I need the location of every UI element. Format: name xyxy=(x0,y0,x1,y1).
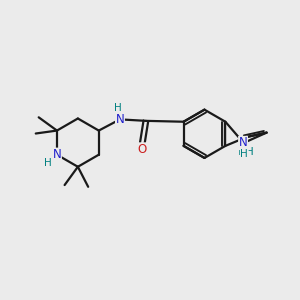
Text: NH: NH xyxy=(238,147,254,158)
Text: N: N xyxy=(116,113,124,126)
Text: O: O xyxy=(138,143,147,156)
Text: N: N xyxy=(239,136,248,149)
Text: H: H xyxy=(240,149,248,159)
Text: H: H xyxy=(44,158,51,168)
Text: N: N xyxy=(52,148,61,161)
Text: H: H xyxy=(114,103,122,113)
